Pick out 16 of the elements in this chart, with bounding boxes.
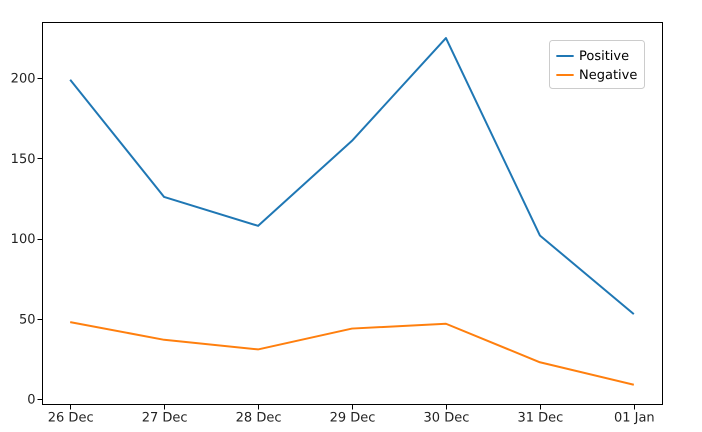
x-tick-label: 31 Dec [517, 410, 564, 426]
y-tick-label: 0 [27, 392, 36, 408]
x-tick-label: 26 Dec [48, 410, 94, 426]
y-tick-label: 200 [10, 72, 36, 87]
x-tick-label: 27 Dec [142, 410, 188, 426]
legend-label: Positive [579, 49, 630, 64]
x-tick-label: 28 Dec [236, 410, 282, 426]
x-tick-label: 30 Dec [424, 410, 470, 426]
legend-label: Negative [579, 68, 638, 83]
y-tick-label: 150 [10, 152, 36, 167]
x-tick-label: 29 Dec [330, 410, 376, 426]
y-tick-label: 100 [10, 232, 36, 248]
line-series [69, 37, 635, 316]
x-tick-label: 01 Jan [614, 410, 655, 426]
y-tick-label: 50 [18, 312, 36, 328]
line-series [69, 321, 635, 386]
